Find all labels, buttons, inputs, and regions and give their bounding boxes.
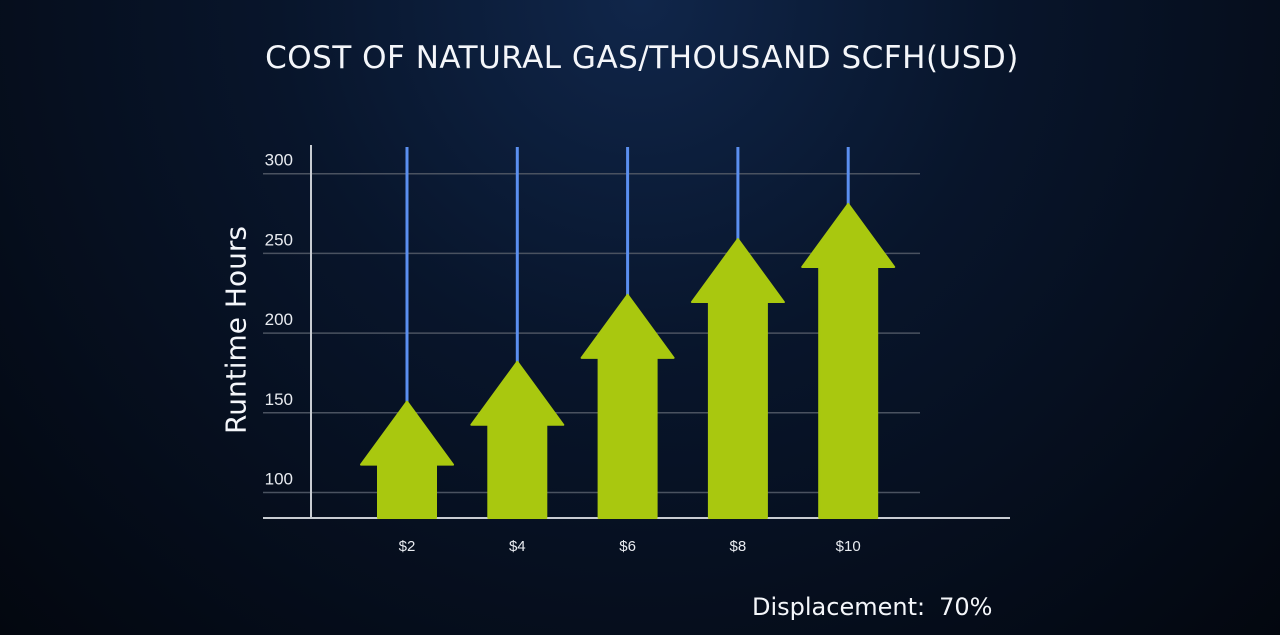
y-tick-label: 100 [265, 469, 293, 488]
displacement-label: Displacement: [752, 593, 926, 621]
displacement-annotation: Displacement: 70% [752, 593, 992, 621]
bar-arrow [801, 202, 896, 519]
x-tick-label: $8 [730, 538, 747, 555]
y-tick-label: 200 [265, 310, 293, 329]
x-tick-label: $2 [399, 538, 416, 555]
y-tick-label: 250 [265, 230, 293, 249]
bar-arrow [690, 238, 785, 519]
x-tick-label: $4 [509, 538, 526, 555]
y-tick-label: 300 [265, 151, 293, 170]
y-tick-label: 150 [265, 390, 293, 409]
bar-arrow [580, 293, 675, 519]
bar-arrow [360, 400, 454, 519]
x-tick-label: $10 [836, 538, 861, 555]
bar-arrow [470, 360, 565, 519]
x-tick-label: $6 [619, 538, 636, 555]
displacement-value: 70% [939, 593, 993, 621]
chart-title: COST OF NATURAL GAS/THOUSAND SCFH(USD) [265, 40, 1019, 76]
